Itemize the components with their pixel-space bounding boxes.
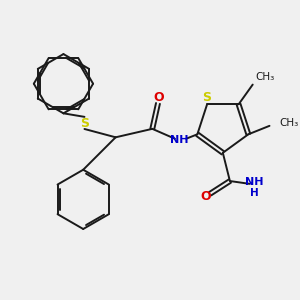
Text: NH: NH bbox=[245, 177, 264, 188]
Text: S: S bbox=[80, 117, 89, 130]
Text: H: H bbox=[250, 188, 259, 198]
Text: CH₃: CH₃ bbox=[256, 72, 275, 82]
Text: S: S bbox=[202, 91, 211, 104]
Text: O: O bbox=[201, 190, 211, 203]
Text: NH: NH bbox=[170, 135, 188, 145]
Text: CH₃: CH₃ bbox=[279, 118, 298, 128]
Text: O: O bbox=[154, 91, 164, 104]
